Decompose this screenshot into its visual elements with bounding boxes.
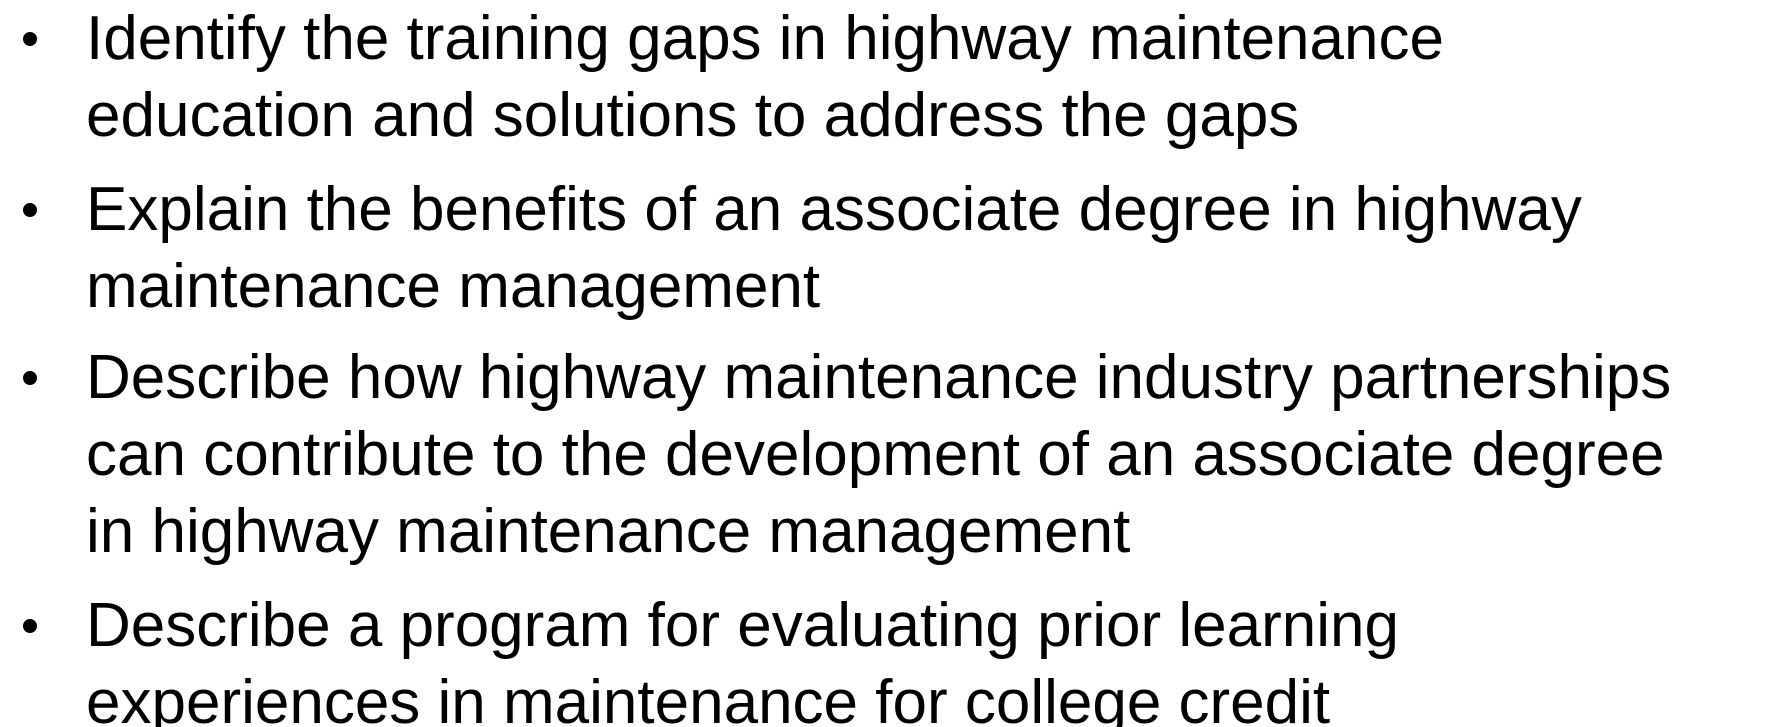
bullet-dot: [23, 619, 37, 633]
bullet-item: Describe how highway maintenance industr…: [23, 343, 1671, 566]
bullet-line: experiences in maintenance for college c…: [86, 668, 1330, 727]
bullet-item: Describe a program for evaluating prior …: [23, 591, 1399, 727]
bullet-dot: [23, 203, 37, 217]
bullet-dot: [23, 371, 37, 385]
bullet-item: Explain the benefits of an associate deg…: [23, 175, 1582, 321]
bullet-item: Identify the training gaps in highway ma…: [23, 4, 1444, 150]
bullet-dot: [23, 32, 37, 46]
bullet-line: Describe a program for evaluating prior …: [86, 591, 1399, 660]
bullet-line: maintenance management: [86, 252, 820, 321]
bullet-line: education and solutions to address the g…: [86, 81, 1299, 150]
bullet-line: Identify the training gaps in highway ma…: [86, 4, 1444, 73]
bullet-line: Explain the benefits of an associate deg…: [86, 175, 1582, 244]
bullet-line: in highway maintenance management: [86, 497, 1130, 566]
bullet-line: Describe how highway maintenance industr…: [86, 343, 1671, 412]
bullet-line: can contribute to the development of an …: [86, 420, 1665, 489]
